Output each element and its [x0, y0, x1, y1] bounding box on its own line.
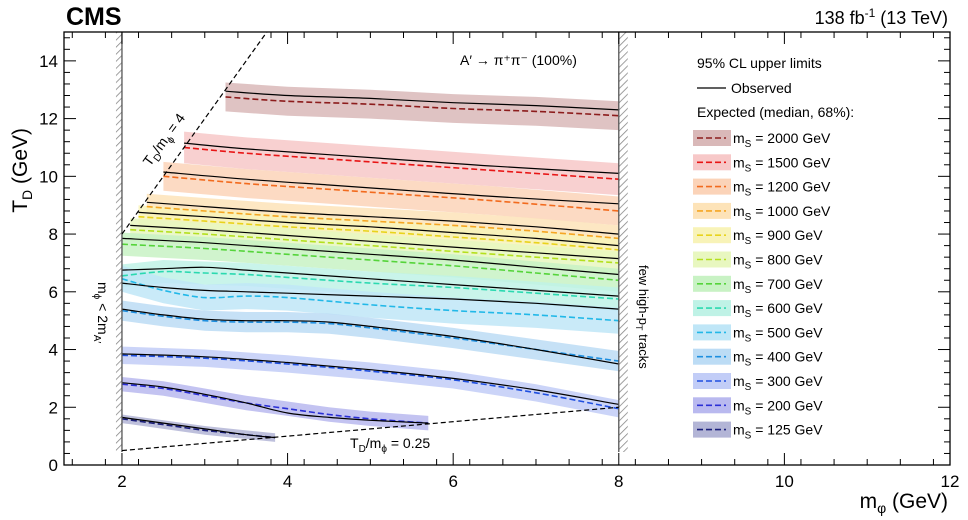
- observed-line-6: [121, 237, 619, 276]
- expected-line-0: [225, 96, 619, 117]
- band-10: [122, 346, 619, 418]
- observed-line-7: [121, 266, 619, 297]
- right-hatch: [618, 32, 628, 452]
- y-tick-label: 2: [49, 398, 58, 417]
- legend-entry-label: mS = 700 GeV: [733, 276, 823, 296]
- x-axis-title: mφ (GeV): [860, 490, 948, 516]
- band-11: [122, 377, 429, 431]
- observed-line-11: [121, 382, 429, 424]
- y-tick-label: 14: [39, 52, 58, 71]
- upper-ratio-line: [121, 31, 268, 235]
- y-tick-label: 12: [39, 110, 58, 129]
- svg-text:mϕ < 2mA′: mϕ < 2mA′: [91, 282, 111, 343]
- legend-observed-label: Observed: [731, 80, 792, 96]
- legend-entry-label: mS = 400 GeV: [733, 349, 823, 369]
- observed-line-3: [146, 201, 619, 235]
- band-9: [122, 300, 619, 372]
- legend-entry-label: mS = 300 GeV: [733, 373, 823, 393]
- expected-line-6: [121, 243, 619, 282]
- legend-entry-label: mS = 500 GeV: [733, 324, 823, 344]
- legend-entry-label: mS = 125 GeV: [733, 422, 823, 442]
- legend-entry-label: mS = 600 GeV: [733, 300, 823, 320]
- legend-header-limits: 95% CL upper limits: [697, 55, 822, 71]
- observed-line-4: [138, 211, 619, 247]
- lower-ratio-line: [121, 406, 619, 452]
- svg-text:TD/mϕ = 4: TD/mϕ = 4: [139, 110, 191, 171]
- expected-line-4: [138, 215, 619, 251]
- observed-line-5: [130, 224, 619, 260]
- y-tick-label: 6: [49, 283, 58, 302]
- expected-line-1: [184, 146, 619, 180]
- band-0: [225, 82, 619, 131]
- limit-lines: [121, 90, 619, 439]
- expected-line-2: [163, 175, 619, 212]
- x-tick-label: 8: [614, 472, 623, 491]
- axes: 2 4 6 8 10 12 0 2 4 6 8 10 12 14: [39, 31, 960, 491]
- legend-entry-label: mS = 1500 GeV: [733, 154, 831, 174]
- left-hatch: [115, 32, 122, 452]
- legend-header-expected: Expected (median, 68%):: [697, 104, 854, 120]
- uncertainty-bands: [122, 82, 619, 442]
- legend: 95% CL upper limits Observed Expected (m…: [693, 55, 854, 442]
- legend-entry-label: mS = 200 GeV: [733, 397, 823, 417]
- expected-line-11: [121, 383, 429, 424]
- observed-line-9: [121, 308, 619, 365]
- expected-line-8: [121, 278, 619, 322]
- expected-line-5: [130, 228, 619, 264]
- right-region-label: few high-pT tracks: [634, 265, 651, 369]
- observed-line-12: [121, 416, 276, 439]
- observed-line-2: [163, 171, 619, 205]
- legend-entry-label: mS = 1000 GeV: [733, 203, 831, 223]
- annotations: A′ → π⁺π⁻ (100%) TD/mϕ = 4 TD/mϕ = 0.25 …: [91, 52, 651, 455]
- x-tick-label: 10: [775, 472, 794, 491]
- legend-entry-label: mS = 800 GeV: [733, 252, 823, 272]
- x-tick-label: 12: [941, 472, 960, 491]
- expected-line-7: [121, 270, 619, 300]
- lower-ratio-label: TD/mϕ = 0.25: [350, 435, 430, 455]
- y-tick-label: 4: [49, 341, 58, 360]
- y-axis-title: TD (GeV): [9, 128, 35, 213]
- band-7: [122, 260, 619, 311]
- band-8: [122, 265, 619, 334]
- legend-entry-label: mS = 1200 GeV: [733, 179, 831, 199]
- observed-line-0: [225, 90, 619, 111]
- plot-frame: [63, 31, 951, 466]
- observed-line-1: [184, 142, 619, 174]
- legend-entry-label: mS = 2000 GeV: [733, 130, 831, 150]
- decay-annotation: A′ → π⁺π⁻ (100%): [460, 52, 577, 68]
- legend-entry-label: mS = 900 GeV: [733, 227, 823, 247]
- left-region-label: mϕ < 2mA′: [91, 282, 111, 343]
- expected-line-3: [146, 205, 619, 240]
- experiment-label: CMS: [66, 3, 122, 31]
- x-tick-label: 6: [448, 472, 457, 491]
- observed-line-10: [121, 353, 619, 405]
- observed-line-8: [121, 282, 619, 310]
- y-tick-label: 0: [49, 456, 58, 475]
- upper-ratio-label: TD/mϕ = 4: [139, 110, 191, 171]
- excluded-regions: [115, 31, 628, 452]
- legend-items: mS = 2000 GeV mS = 1500 GeV mS = 1200 GeV m…: [693, 130, 831, 442]
- y-tick-label: 8: [49, 225, 58, 244]
- x-tick-label: 4: [283, 472, 292, 491]
- x-tick-label: 2: [117, 472, 126, 491]
- band-6: [122, 232, 619, 292]
- expected-line-10: [121, 354, 619, 410]
- luminosity-label: 138 fb-1 (13 TeV): [815, 6, 948, 28]
- svg-text:few high-pT tracks: few high-pT tracks: [634, 265, 651, 369]
- svg-text:TD (GeV): TD (GeV): [9, 128, 35, 213]
- y-tick-label: 10: [39, 167, 58, 186]
